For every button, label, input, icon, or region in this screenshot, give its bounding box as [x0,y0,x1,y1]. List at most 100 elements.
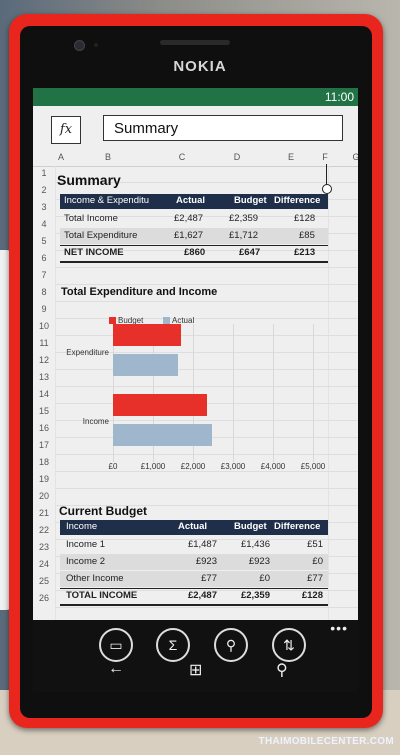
row-header[interactable]: 22 [38,525,49,535]
row-header[interactable]: 14 [38,389,49,399]
formula-bar-input[interactable]: Summary [103,115,343,141]
bar-chart[interactable] [113,324,314,462]
budget-cell[interactable]: £2,359 [240,590,270,601]
summary-title[interactable]: Summary [57,172,121,188]
column-header[interactable]: B [104,152,111,162]
grid-line [55,539,358,540]
bar-budget-expenditure[interactable] [113,324,182,346]
row-header[interactable]: 15 [38,406,49,416]
budget-cell[interactable]: TOTAL INCOME [66,590,138,601]
budget-header-difference[interactable]: Difference [274,521,321,532]
budget-cell[interactable]: £51 [307,539,323,550]
summary-cell[interactable]: NET INCOME [64,247,124,258]
budget-cell[interactable]: £2,487 [187,590,217,601]
bar-actual-income[interactable] [113,424,213,446]
budget-cell[interactable]: £1,436 [240,539,270,550]
search-icon[interactable]: ⚲ [214,628,248,662]
search-key-icon[interactable]: ⚲ [276,662,288,679]
row-header[interactable]: 9 [41,304,47,314]
row-header[interactable]: 4 [41,219,47,229]
budget-cell[interactable]: £923 [248,556,270,567]
summary-cell[interactable]: £128 [294,213,316,224]
sort-icon[interactable]: ⇅ [272,628,306,662]
row-header[interactable]: 18 [38,457,49,467]
row-header[interactable]: 20 [38,491,49,501]
row-header[interactable]: 6 [41,253,47,263]
budget-row-band [60,554,328,570]
budget-cell[interactable]: £77 [307,573,323,584]
row-header[interactable]: 1 [41,168,47,178]
budget-header-label[interactable]: Income [66,521,98,532]
grid-line [55,386,358,387]
column-header[interactable]: E [287,152,294,162]
summary-cell[interactable]: £2,359 [229,213,259,224]
bar-budget-income[interactable] [113,394,208,416]
category-label-expenditure: Expenditure [66,348,109,357]
summary-header-label[interactable]: Income & Expenditu [64,195,150,206]
budget-cell[interactable]: Income 2 [66,556,106,567]
row-header[interactable]: 13 [38,372,49,382]
column-header[interactable]: A [57,152,64,162]
sum-icon[interactable]: Σ [156,628,190,662]
back-icon[interactable]: ← [108,660,124,677]
summary-cell[interactable]: £85 [299,230,315,241]
budget-cell[interactable]: Other Income [66,573,124,584]
summary-cell[interactable]: £860 [184,247,206,258]
column-header[interactable]: D [233,152,241,162]
row-header[interactable]: 24 [38,559,49,569]
budget-cell[interactable]: Income 1 [66,539,106,550]
present-icon[interactable]: ▭ [99,628,133,662]
front-camera [74,40,85,51]
chart-gridline [273,324,274,462]
budget-title[interactable]: Current Budget [59,504,147,518]
summary-header-budget[interactable]: Budget [234,195,267,206]
bar-actual-expenditure[interactable] [113,354,179,376]
row-header[interactable]: 8 [41,287,47,297]
budget-cell[interactable]: £1,487 [187,539,217,550]
x-tick-label: £0 [108,462,118,471]
summary-cell[interactable]: £2,487 [174,213,204,224]
row-header[interactable]: 21 [38,508,49,518]
row-header[interactable]: 11 [39,338,49,348]
summary-header-difference[interactable]: Difference [274,195,321,206]
summary-cell[interactable]: £1,712 [229,230,259,241]
column-header[interactable]: F [322,152,328,162]
row-header[interactable]: 3 [41,202,47,212]
budget-cell[interactable]: £0 [259,573,270,584]
summary-cell[interactable]: £1,627 [174,230,204,241]
row-header[interactable]: 2 [41,185,47,195]
summary-cell[interactable]: £213 [294,247,316,258]
start-icon[interactable]: ⊞ [189,662,203,679]
row-header[interactable]: 10 [38,321,49,331]
chart-title[interactable]: Total Expenditure and Income [61,286,218,298]
row-header[interactable]: 16 [38,423,49,433]
more-options-icon[interactable]: ••• [330,620,348,636]
row-header[interactable]: 12 [38,355,49,365]
function-button[interactable]: fx [51,116,81,144]
budget-cell[interactable]: £0 [312,556,323,567]
total-double-rule [60,261,328,263]
row-header[interactable]: 17 [38,440,49,450]
app-and-nav-bar: ▭ Σ ⚲ ⇅ ••• [33,620,358,692]
budget-header-budget[interactable]: Budget [234,521,267,532]
grid-line [55,216,358,217]
row-header[interactable]: 7 [41,270,47,280]
summary-cell[interactable]: Total Income [64,213,118,224]
budget-header-actual[interactable]: Actual [178,521,208,532]
row-header[interactable]: 23 [38,542,49,552]
budget-cell[interactable]: £923 [195,556,217,567]
row-header[interactable]: 19 [38,474,49,484]
summary-header-actual[interactable]: Actual [176,195,206,206]
row-header[interactable]: 25 [38,576,49,586]
selection-handle[interactable] [322,184,332,194]
status-time: 11:00 [324,90,354,104]
budget-cell[interactable]: £77 [201,573,217,584]
row-header[interactable]: 5 [41,236,47,246]
column-header[interactable]: C [178,152,186,162]
summary-cell[interactable]: Total Expenditure [64,230,138,241]
column-header[interactable]: G [352,152,358,162]
x-tick-label: £1,000 [140,462,166,471]
summary-cell[interactable]: £647 [239,247,261,258]
budget-cell[interactable]: £128 [301,590,323,601]
row-header[interactable]: 26 [38,593,49,603]
